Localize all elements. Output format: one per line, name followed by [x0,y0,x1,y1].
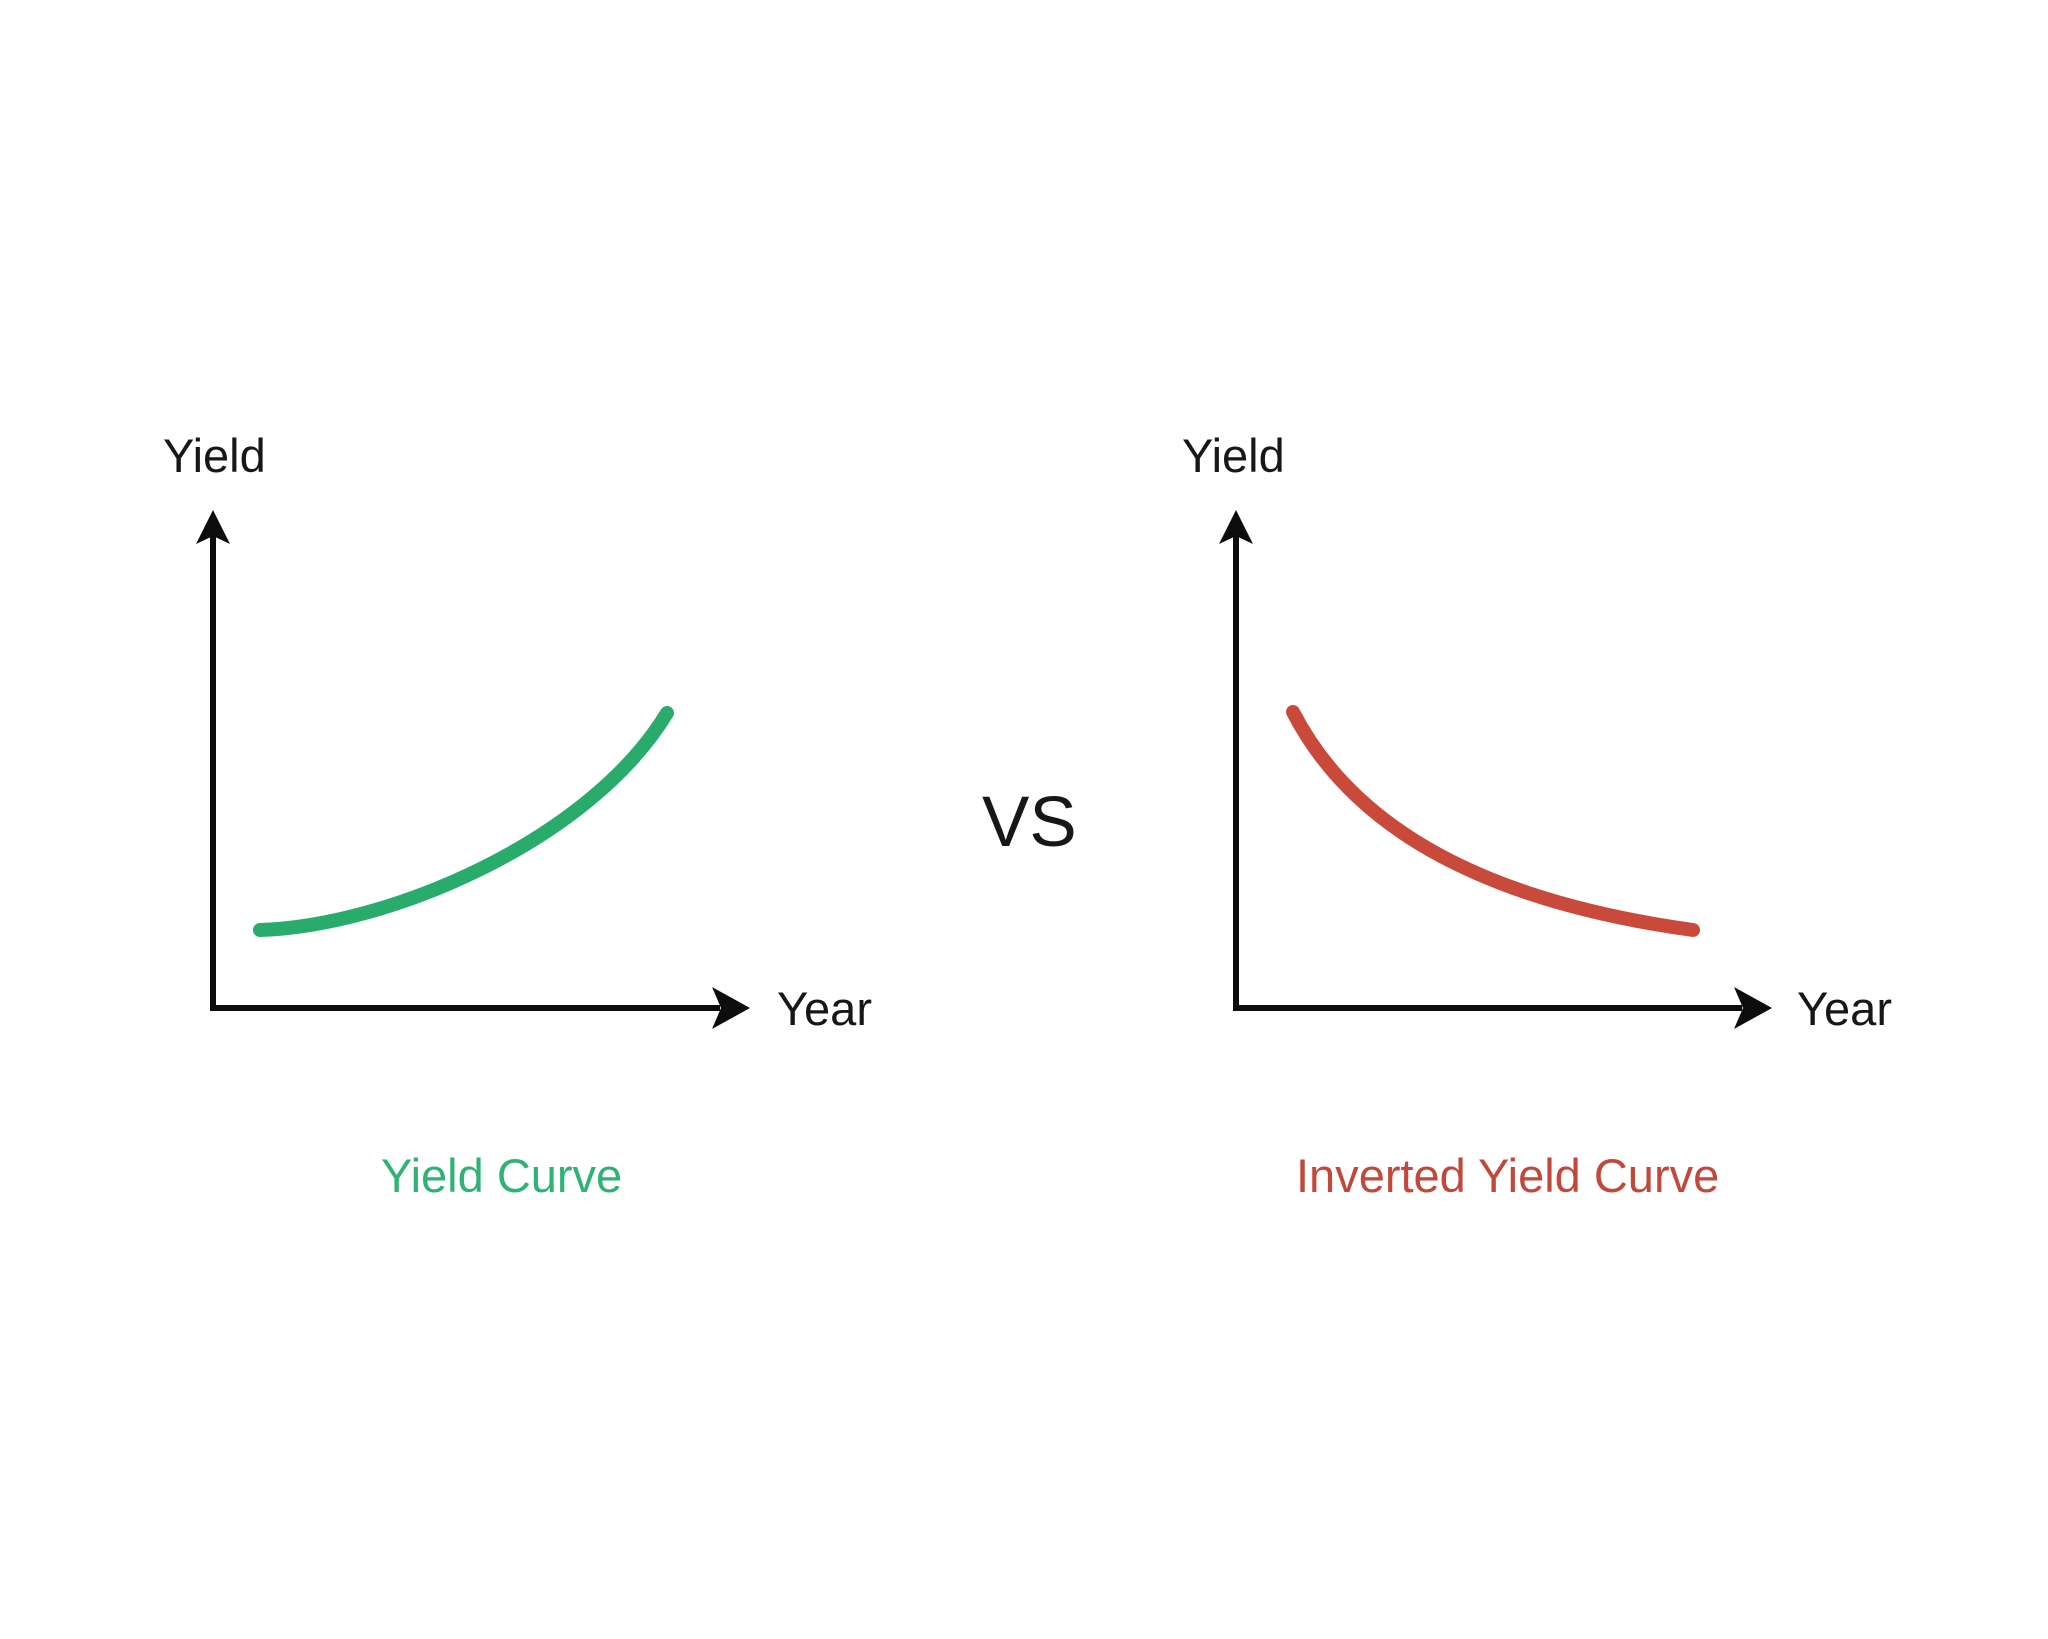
x-axis-label-left: Year [777,982,872,1035]
normal-yield-curve-line [253,706,674,937]
x-axis-arrow-icon [712,987,750,1029]
normal-yield-curve-plot [196,510,750,1029]
inverted-yield-curve-caption: Inverted Yield Curve [1296,1149,1720,1202]
x-axis-label-right: Year [1797,982,1892,1035]
y-axis-label-right: Yield [1182,429,1285,482]
x-axis-arrow-icon [1734,987,1772,1029]
vs-label: VS [982,783,1077,862]
y-axis-arrow-icon [1219,510,1253,544]
inverted-yield-curve-plot [1219,510,1772,1029]
normal-yield-curve-caption: Yield Curve [381,1149,623,1202]
y-axis-arrow-icon [196,510,230,544]
inverted-yield-curve-line [1286,705,1700,937]
y-axis-label-left: Yield [163,429,266,482]
